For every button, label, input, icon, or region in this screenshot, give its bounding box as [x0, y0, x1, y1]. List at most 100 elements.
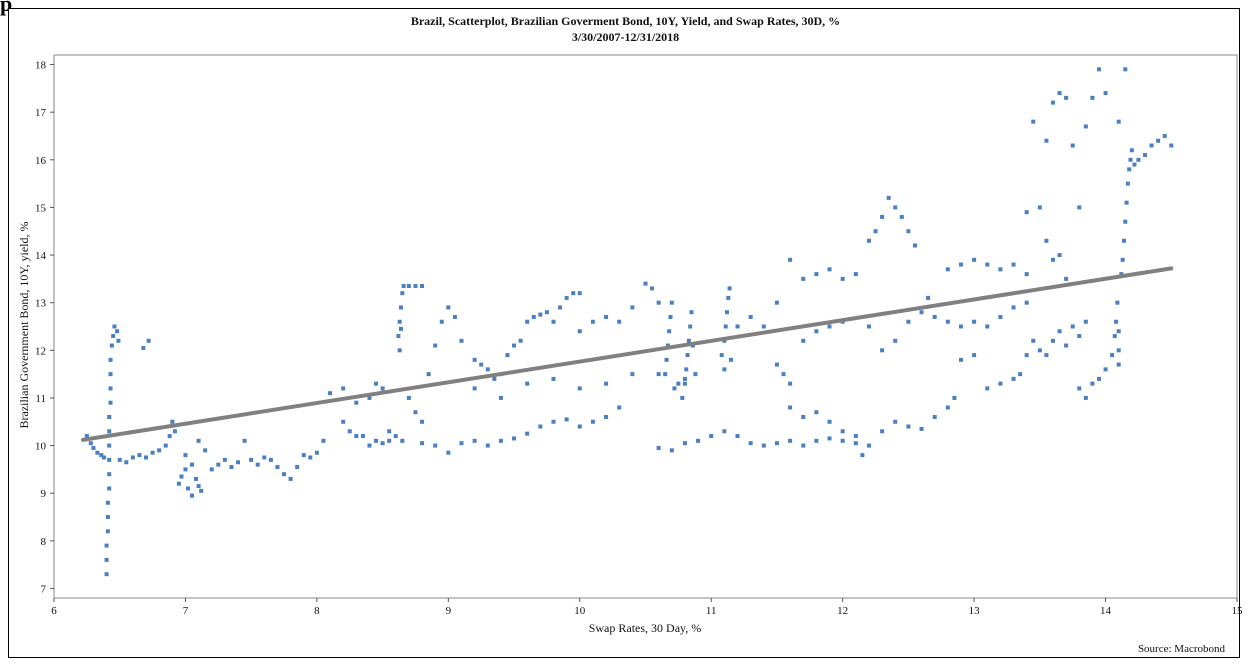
- data-point: [945, 405, 950, 410]
- data-point: [176, 481, 181, 486]
- data-point: [577, 386, 582, 391]
- data-point: [420, 284, 425, 289]
- source-note: Source: Macrobond: [1137, 643, 1225, 655]
- y-tick-label: 14: [35, 250, 47, 262]
- data-point: [814, 410, 819, 415]
- data-point: [551, 419, 556, 424]
- data-point: [393, 434, 398, 439]
- data-point: [719, 353, 724, 358]
- data-point: [472, 386, 477, 391]
- data-point: [985, 324, 990, 329]
- data-point: [1070, 143, 1075, 148]
- data-point: [972, 353, 977, 358]
- data-point: [827, 436, 832, 441]
- data-point: [774, 441, 779, 446]
- data-point: [788, 438, 793, 443]
- data-point: [664, 357, 669, 362]
- data-point: [1050, 338, 1055, 343]
- data-point: [314, 450, 319, 455]
- data-point: [1024, 353, 1029, 358]
- data-point: [893, 419, 898, 424]
- data-point: [1129, 148, 1134, 153]
- data-point: [1037, 348, 1042, 353]
- data-point: [107, 472, 112, 477]
- data-point: [722, 429, 727, 434]
- data-point: [485, 367, 490, 372]
- data-point: [172, 429, 177, 434]
- data-point: [167, 434, 172, 439]
- data-point: [288, 476, 293, 481]
- data-point: [107, 457, 112, 462]
- data-point: [328, 391, 333, 396]
- data-point: [1116, 119, 1121, 124]
- data-point: [1024, 210, 1029, 215]
- y-tick-label: 17: [35, 107, 47, 119]
- data-point: [1123, 67, 1128, 72]
- data-point: [724, 310, 729, 315]
- data-point: [1057, 91, 1062, 96]
- data-point: [577, 291, 582, 296]
- data-point: [672, 386, 677, 391]
- data-point: [998, 381, 1003, 386]
- data-point: [399, 305, 404, 310]
- data-point: [1077, 205, 1082, 210]
- data-point: [242, 438, 247, 443]
- data-point: [531, 314, 536, 319]
- data-point: [906, 424, 911, 429]
- data-point: [682, 381, 687, 386]
- data-point: [1120, 257, 1125, 262]
- data-point: [551, 319, 556, 324]
- data-point: [1128, 157, 1133, 162]
- data-point: [1112, 334, 1117, 339]
- data-point: [255, 462, 260, 467]
- data-point: [676, 381, 681, 386]
- data-point: [498, 395, 503, 400]
- data-point: [1044, 138, 1049, 143]
- data-point: [788, 257, 793, 262]
- data-point: [249, 457, 254, 462]
- data-point: [860, 453, 865, 458]
- data-point: [104, 572, 109, 577]
- data-point: [505, 353, 510, 358]
- data-point: [801, 415, 806, 419]
- data-point: [1083, 124, 1088, 129]
- data-point: [689, 310, 694, 315]
- data-point: [1142, 153, 1147, 158]
- data-point: [1077, 386, 1082, 391]
- data-point: [656, 372, 661, 377]
- data-point: [196, 438, 201, 443]
- data-point: [998, 267, 1003, 272]
- data-point: [1124, 200, 1129, 205]
- data-point: [163, 443, 168, 448]
- data-point: [1119, 272, 1124, 277]
- data-point: [1077, 334, 1082, 339]
- data-point: [115, 329, 120, 334]
- data-point: [801, 338, 806, 343]
- x-axis-label: Swap Rates, 30 Day, %: [589, 621, 702, 635]
- data-point: [190, 462, 195, 467]
- data-point: [108, 386, 113, 391]
- data-point: [512, 436, 517, 441]
- data-point: [1031, 338, 1036, 343]
- data-point: [1064, 95, 1069, 100]
- data-point: [840, 276, 845, 281]
- data-point: [472, 438, 477, 443]
- data-point: [866, 443, 871, 448]
- data-point: [1096, 376, 1101, 381]
- data-point: [275, 465, 280, 470]
- data-point: [873, 229, 878, 234]
- data-point: [222, 457, 227, 462]
- data-point: [400, 438, 405, 443]
- y-tick-label: 18: [35, 60, 47, 72]
- data-point: [268, 457, 273, 462]
- x-tick-label: 11: [706, 605, 717, 617]
- data-point: [1070, 324, 1075, 329]
- data-point: [827, 324, 832, 329]
- y-tick-label: 10: [35, 441, 47, 453]
- data-point: [1103, 91, 1108, 96]
- data-point: [108, 357, 113, 362]
- data-point: [1103, 367, 1108, 372]
- data-point: [360, 434, 365, 439]
- data-point: [452, 314, 457, 319]
